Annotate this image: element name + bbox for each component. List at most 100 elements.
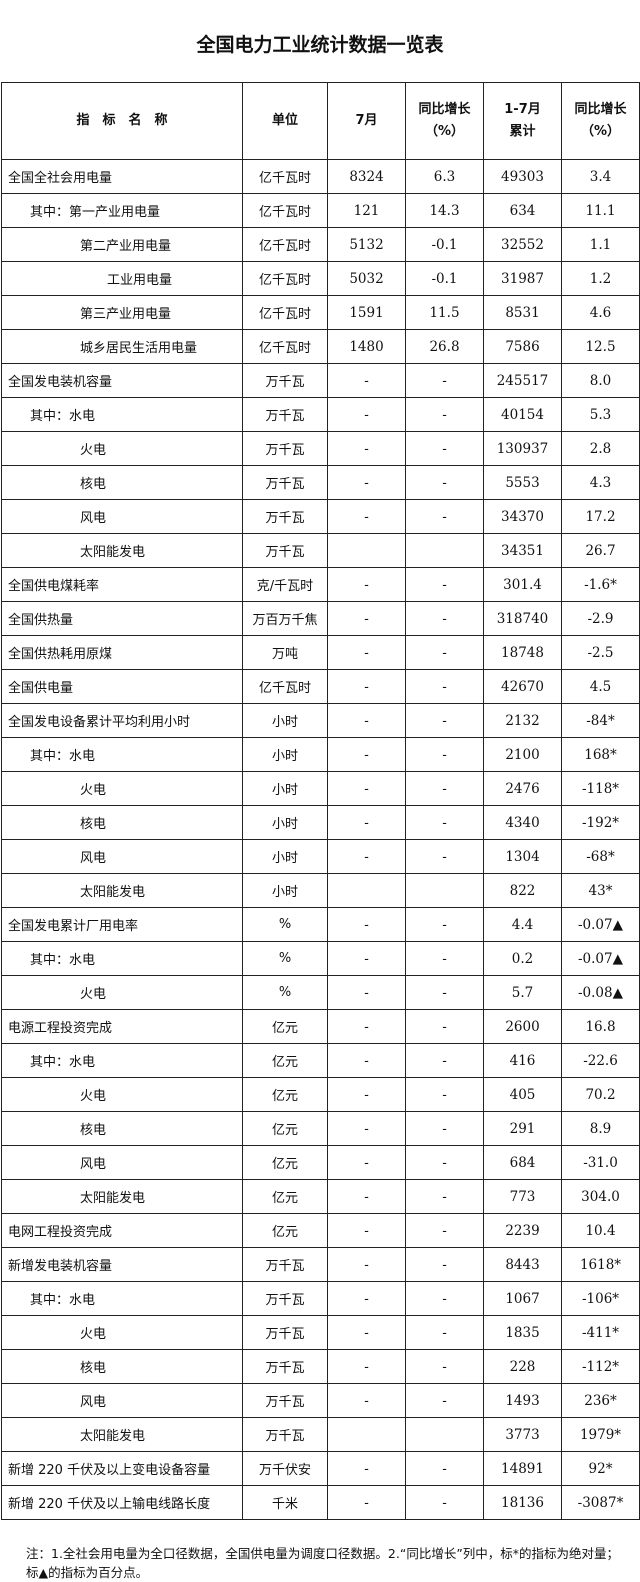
cell-unit: 万千瓦 — [242, 397, 328, 432]
cell-unit: 万千瓦 — [242, 499, 328, 534]
cell-month-yoy: - — [405, 601, 484, 636]
cell-ytd-value: 40154 — [483, 397, 562, 432]
cell-ytd-value: 2100 — [483, 737, 562, 772]
statistics-table: 指 标 名 称 单位 7月 同比增长 （%） 1-7月 累计 同比增长 （%） … — [1, 82, 640, 1520]
cell-month-value: - — [327, 1145, 406, 1180]
cell-month-yoy: - — [405, 1315, 484, 1350]
cell-month-value: 5132 — [327, 227, 406, 262]
table-row: 风电 万千瓦 - -34370 17.2 — [1, 499, 640, 534]
cell-unit: 亿元 — [242, 1145, 328, 1180]
cell-ytd-yoy: -106* — [561, 1281, 640, 1316]
cell-name: 其中：水电 — [1, 941, 243, 976]
cell-month-value: - — [327, 431, 406, 466]
cell-ytd-value: 416 — [483, 1043, 562, 1078]
cell-ytd-value: 405 — [483, 1077, 562, 1112]
cell-unit: 万千瓦 — [242, 465, 328, 500]
cell-ytd-value: 5.7 — [483, 975, 562, 1010]
cell-month-yoy — [405, 533, 484, 568]
table-row: 其中：水电 亿元 - -416 -22.6 — [1, 1043, 640, 1078]
cell-ytd-yoy: 1979* — [561, 1417, 640, 1452]
cell-name: 全国全社会用电量 — [1, 159, 243, 194]
cell-ytd-value: 1493 — [483, 1383, 562, 1418]
cell-unit: 万千瓦 — [242, 1315, 328, 1350]
cell-month-value: - — [327, 1009, 406, 1044]
cell-month-value: - — [327, 567, 406, 602]
cell-month-value: - — [327, 771, 406, 806]
cell-ytd-yoy: 11.1 — [561, 193, 640, 228]
header-month: 7月 — [327, 82, 406, 160]
table-row: 其中：水电 万千瓦 - -40154 5.3 — [1, 397, 640, 432]
cell-month-yoy: - — [405, 805, 484, 840]
cell-ytd-yoy: -118* — [561, 771, 640, 806]
cell-name: 火电 — [1, 771, 243, 806]
cell-month-value: - — [327, 635, 406, 670]
cell-name: 其中：水电 — [1, 1281, 243, 1316]
table-row: 全国全社会用电量 亿千瓦时 8324 6.3 49303 3.4 — [1, 159, 640, 194]
cell-month-yoy: - — [405, 1111, 484, 1146]
cell-name: 其中：水电 — [1, 1043, 243, 1078]
cell-unit: 亿元 — [242, 1213, 328, 1248]
cell-month-value: - — [327, 1179, 406, 1214]
cell-month-yoy: - — [405, 1009, 484, 1044]
cell-ytd-value: 49303 — [483, 159, 562, 194]
cell-name: 核电 — [1, 805, 243, 840]
table-row: 第三产业用电量 亿千瓦时 1591 11.5 8531 4.6 — [1, 295, 640, 330]
cell-month-value: - — [327, 1383, 406, 1418]
cell-ytd-yoy: 5.3 — [561, 397, 640, 432]
cell-name: 第三产业用电量 — [1, 295, 243, 330]
table-row: 全国发电装机容量 万千瓦 - -245517 8.0 — [1, 363, 640, 398]
cell-unit: 万千瓦 — [242, 363, 328, 398]
cell-ytd-yoy: 12.5 — [561, 329, 640, 364]
header-month-yoy: 同比增长 （%） — [405, 82, 484, 160]
cell-ytd-yoy: 2.8 — [561, 431, 640, 466]
cell-month-yoy: - — [405, 1043, 484, 1078]
cell-month-value: - — [327, 1247, 406, 1282]
table-row: 全国发电累计厂用电率% - -4.4 -0.07▲ — [1, 907, 640, 942]
cell-month-value: - — [327, 1077, 406, 1112]
cell-ytd-value: 8531 — [483, 295, 562, 330]
cell-unit: 万百万千焦 — [242, 601, 328, 636]
cell-unit: % — [242, 941, 328, 976]
cell-ytd-value: 245517 — [483, 363, 562, 398]
cell-ytd-yoy: 168* — [561, 737, 640, 772]
cell-month-value — [327, 533, 406, 568]
cell-ytd-value: 2476 — [483, 771, 562, 806]
cell-unit: 小时 — [242, 805, 328, 840]
cell-month-value: - — [327, 397, 406, 432]
table-row: 新增 220 千伏及以上输电线路长度 千米 - -18136 -3087* — [1, 1485, 640, 1520]
cell-month-value: - — [327, 1451, 406, 1486]
cell-unit: 小时 — [242, 873, 328, 908]
cell-ytd-value: 5553 — [483, 465, 562, 500]
table-row: 火电 小时 - -2476 -118* — [1, 771, 640, 806]
table-row: 风电 亿元 - -684 -31.0 — [1, 1145, 640, 1180]
cell-unit: 万千瓦 — [242, 1281, 328, 1316]
cell-month-value: 8324 — [327, 159, 406, 194]
cell-unit: 克/千瓦时 — [242, 567, 328, 602]
header-ytd: 1-7月 累计 — [483, 82, 562, 160]
cell-unit: 亿元 — [242, 1009, 328, 1044]
cell-name: 其中：水电 — [1, 737, 243, 772]
cell-month-value — [327, 873, 406, 908]
cell-ytd-yoy: -192* — [561, 805, 640, 840]
cell-ytd-yoy: 304.0 — [561, 1179, 640, 1214]
header-name: 指 标 名 称 — [1, 82, 243, 160]
cell-name: 风电 — [1, 1145, 243, 1180]
cell-month-value: - — [327, 907, 406, 942]
cell-ytd-yoy: 1618* — [561, 1247, 640, 1282]
cell-ytd-yoy: -1.6* — [561, 567, 640, 602]
cell-name: 第二产业用电量 — [1, 227, 243, 262]
cell-month-yoy: - — [405, 1247, 484, 1282]
cell-name: 核电 — [1, 1111, 243, 1146]
cell-ytd-value: 31987 — [483, 261, 562, 296]
cell-ytd-value: 18136 — [483, 1485, 562, 1520]
cell-unit: 亿千瓦时 — [242, 261, 328, 296]
footnote: 注：1.全社会用电量为全口径数据，全国供电量为调度口径数据。2.“同比增长”列中… — [26, 1546, 620, 1580]
cell-month-value: - — [327, 363, 406, 398]
table-row: 全国发电设备累计平均利用小时 小时 - -2132 -84* — [1, 703, 640, 738]
cell-ytd-value: 7586 — [483, 329, 562, 364]
cell-ytd-value: 8443 — [483, 1247, 562, 1282]
cell-unit: 亿千瓦时 — [242, 227, 328, 262]
cell-month-value: - — [327, 1349, 406, 1384]
cell-unit: 万吨 — [242, 635, 328, 670]
header-ytd-yoy: 同比增长 （%） — [561, 82, 640, 160]
